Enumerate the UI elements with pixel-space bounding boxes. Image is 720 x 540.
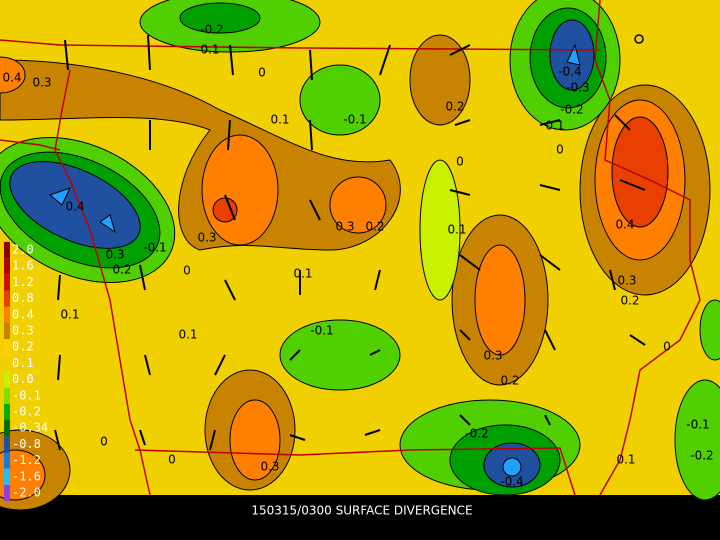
colorbar-label: 0.2 (12, 340, 34, 354)
contour-label: 0.2 (445, 100, 464, 114)
contour-label: 0.4 (615, 218, 634, 232)
contour-label: 0.3 (105, 248, 124, 262)
contour-label: 0 (456, 155, 464, 169)
contour-label: -0.1 (686, 418, 709, 432)
colorbar-swatch (4, 403, 10, 421)
colorbar-swatch (4, 452, 10, 469)
contour-label: 0.4 (65, 200, 84, 214)
colorbar-swatch (4, 258, 10, 275)
contour-label: 0.3 (260, 460, 279, 474)
contour-label: -0.1 (310, 324, 333, 338)
contour-label: 0.1 (545, 119, 564, 133)
colorbar-swatch (4, 322, 10, 340)
colorbar-label: -1.6 (12, 469, 41, 483)
contour-label: -0.4 (558, 65, 581, 79)
contour-label: 0.2 (365, 220, 384, 234)
contour-label: -0.2 (690, 449, 713, 463)
contour-label: 0.3 (617, 274, 636, 288)
colorbar-swatch (4, 468, 10, 485)
contour-label: 0.1 (293, 267, 312, 281)
contour-label: 0.2 (500, 374, 519, 388)
colorbar-swatch (4, 290, 10, 307)
contour-label: 0.3 (335, 220, 354, 234)
contour-label: 0 (663, 340, 671, 354)
contour-label: 0.4 (2, 71, 21, 85)
colorbar-label: -0.1 (12, 388, 41, 402)
contour-label: 0.3 (483, 349, 502, 363)
colorbar-label: -0.2 (12, 405, 41, 419)
colorbar-swatch (4, 241, 10, 259)
contour-label: 0.1 (447, 223, 466, 237)
contour-label: 0 (183, 264, 191, 278)
contour-label: -0.3 (566, 81, 589, 95)
colorbar-swatch (4, 436, 10, 453)
contour-label: 0.1 (616, 453, 635, 467)
colorbar-swatch (4, 371, 10, 388)
colorbar-label: 0.0 (12, 372, 34, 386)
colorbar-label: 0.1 (12, 356, 34, 370)
colorbar-label: 0.4 (12, 307, 34, 321)
contour-label: 0 (100, 435, 108, 449)
colorbar-swatch (4, 484, 10, 502)
colorbar-label: 1.6 (12, 259, 34, 273)
contour-label: 0 (168, 453, 176, 467)
contour-label: 0.1 (178, 328, 197, 342)
colorbar-swatch (4, 306, 10, 323)
colorbar-label: 2.0 (12, 243, 34, 257)
colorbar-label: 0.8 (12, 291, 34, 305)
contour-label: 0 (258, 66, 266, 80)
colorbar-label: -0.34 (12, 421, 48, 435)
contour-label: -0.4 (500, 475, 523, 489)
colorbar: 2.0 1.6 1.2 0.8 0.4 0.3 0.2 0.1 0.0 -0.1 -0.2 -0.34… (4, 241, 48, 502)
contour-label: 0.3 (197, 231, 216, 245)
contour-label: -0.2 (560, 103, 583, 117)
colorbar-swatch (4, 387, 10, 404)
contour-label: 0 (556, 143, 564, 157)
colorbar-swatch (4, 420, 10, 437)
colorbar-label: -1.2 (12, 453, 41, 467)
contour-labels: -0.2 0.1 0 0.4 0.3 -0.1 0.1 0.2 -0.4 -0.3 -0.2 0.1 0… (2, 23, 713, 489)
caption: 150315/0300 SURFACE DIVERGENCE (251, 504, 472, 518)
contour-label: 0.1 (270, 113, 289, 127)
contour-label: 0.2 (620, 294, 639, 308)
contour-label: -0.1 (143, 241, 166, 255)
colorbar-swatch (4, 355, 10, 372)
colorbar-swatch (4, 339, 10, 356)
contour-label: 0.2 (112, 263, 131, 277)
contour-label: -0.2 (465, 427, 488, 441)
contour-label: 0.1 (200, 43, 219, 57)
colorbar-swatch (4, 274, 10, 291)
contour-label: -0.2 (200, 23, 223, 37)
contour-label: 0.3 (32, 76, 51, 90)
colorbar-label: -0.8 (12, 437, 41, 451)
colorbar-label: 0.3 (12, 324, 34, 338)
contour-label: 0.1 (60, 308, 79, 322)
colorbar-label: 1.2 (12, 275, 34, 289)
divergence-field (0, 0, 720, 511)
colorbar-label: -2.0 (12, 486, 41, 500)
contour-label: -0.1 (343, 113, 366, 127)
